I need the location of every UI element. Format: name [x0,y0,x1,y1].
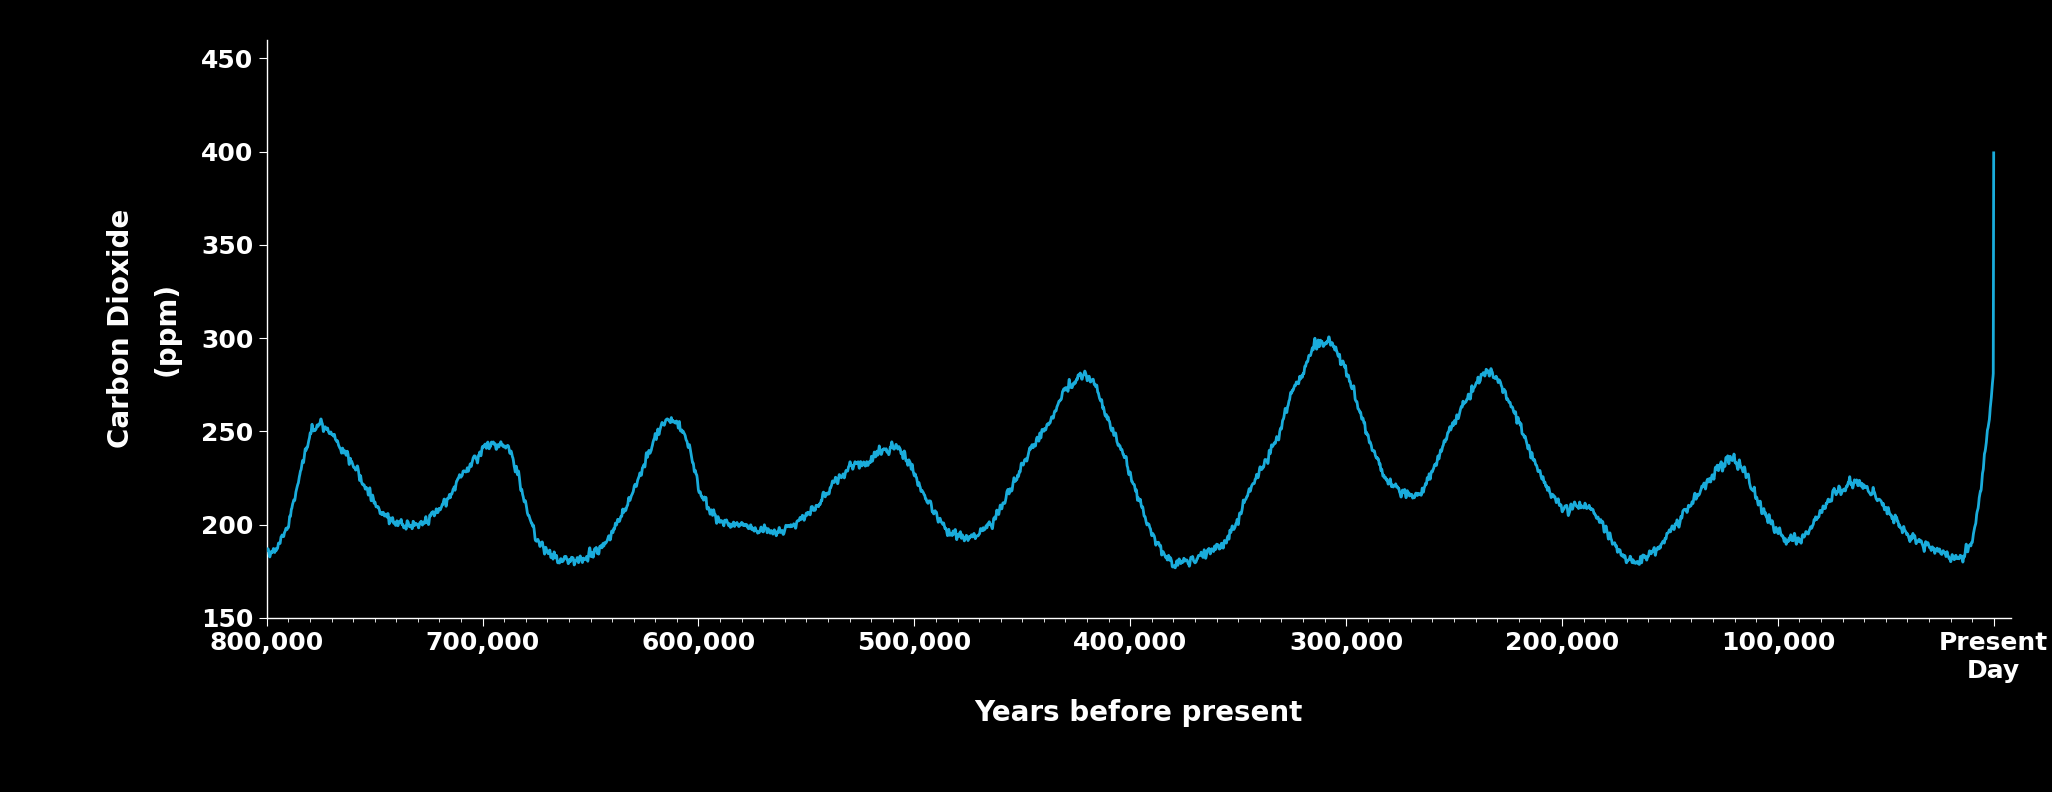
X-axis label: Years before present: Years before present [975,699,1303,727]
Y-axis label: Carbon Dioxide
(ppm): Carbon Dioxide (ppm) [107,209,181,448]
